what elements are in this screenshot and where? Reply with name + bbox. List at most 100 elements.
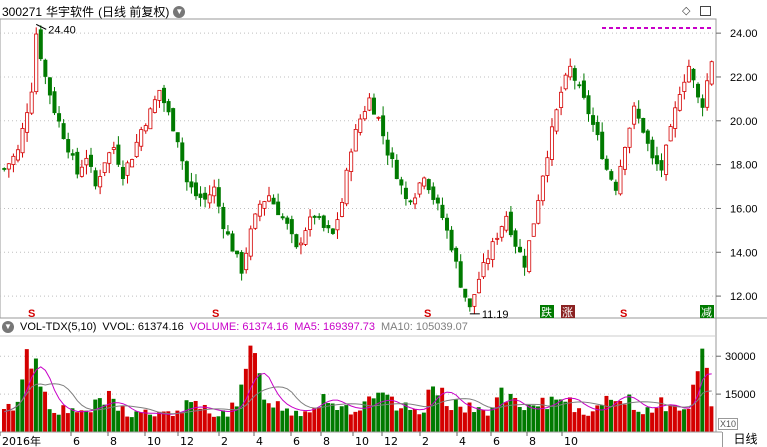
volume-bar [476,407,481,432]
volume-bar [449,410,454,432]
candle-body [203,192,208,200]
ma10-line [4,383,712,415]
candle-body [554,109,559,132]
candle-body [408,200,413,203]
candle-body [317,216,322,218]
price-tick-label: 18.00 [730,160,758,172]
volume-bar [170,415,175,432]
candle-body [403,187,408,200]
volume-y-axis: 30000 15000 [716,351,756,401]
candle-body [225,231,230,235]
volume-bar [266,403,271,432]
zoom-button[interactable]: X10 [718,418,739,430]
candle-body [207,194,212,204]
candle-body [445,217,449,231]
volume-bar [129,417,134,432]
x-tick-label: 2 [221,435,228,447]
x-tick-label: 8 [323,435,330,447]
candle-body [20,128,25,154]
candle-body [572,68,577,81]
ma5-value: 169397.73 [323,321,375,333]
volume-bar [161,411,166,432]
candle-body [125,162,130,176]
volume-bar [371,398,376,432]
jian-marker: 减 [701,306,712,319]
candlestick-series[interactable] [2,25,714,315]
volume-bar [376,392,381,432]
candle-body [330,228,335,234]
candle-body [600,131,605,160]
volume-bar [216,416,221,432]
volume-bar [20,379,25,432]
volume-bar [253,353,257,432]
price-y-axis: 24.00 22.00 20.00 18.00 16.00 14.00 12.00 [716,28,758,303]
volume-bar [148,414,153,432]
candle-body [677,94,682,111]
candle-body [627,127,632,148]
volume-bar [175,410,180,432]
volume-bar [348,414,353,432]
volume-bar [481,410,486,432]
candle-body [66,139,71,153]
candle-body [230,233,235,252]
volume-bar [695,371,700,432]
vvol-value: 61374.16 [137,321,184,333]
candle-body [559,91,564,108]
candle-body [180,142,185,162]
candle-body [563,74,568,90]
candle-body [102,162,107,173]
volume-bar [166,411,171,432]
x-tick-label: 12 [180,435,194,447]
event-markers[interactable]: S S S S 跌涨 减 [28,305,714,320]
volume-bar [663,411,668,432]
candle-body [29,91,34,114]
volume-bar [636,411,641,432]
volume-bar [677,410,682,432]
candle-body [198,193,203,198]
candle-body [522,255,527,268]
volume-bar [120,405,125,432]
volume-bar [622,404,627,432]
candle-body [426,179,431,191]
x-tick-label: 12 [384,435,398,447]
candle-body [2,168,7,170]
volume-tick-label: 30000 [725,351,756,363]
tab-daily[interactable]: 日线 [722,432,767,447]
volume-bar [284,408,289,432]
candle-body [659,160,664,171]
chevron-down-icon[interactable]: ▼ [173,5,186,18]
candle-body [340,202,345,217]
grid-icon[interactable] [700,6,711,16]
volume-bar [549,396,554,432]
candle-body [490,241,495,260]
die-marker: 跌 [541,305,552,319]
candle-body [508,211,513,236]
candle-body [595,121,600,136]
x-tick-label: 6 [73,435,80,447]
volume-bars[interactable] [2,345,714,432]
candle-body [362,111,367,120]
candle-body [6,163,11,170]
chevron-down-icon[interactable]: ▼ [2,321,14,333]
zhang-marker: 涨 [562,306,573,319]
volume-bar [211,416,216,432]
candle-body [645,130,650,144]
volume-bar [38,386,43,432]
volume-bar [116,410,121,432]
volume-bar [640,414,645,432]
candle-body [431,186,436,200]
indicator-name[interactable]: VOL-TDX(5,10) [20,321,97,333]
volume-bar [207,413,212,432]
x-tick-label: 8 [110,435,117,447]
candle-body [257,203,262,217]
volume-bar [52,412,57,432]
volume-bar [399,408,404,432]
volume-bar [631,409,636,432]
diamond-icon[interactable]: ◇ [682,5,691,17]
candle-body [298,242,303,246]
stock-code: 300271 [2,4,43,19]
candle-body [152,99,157,113]
low-label: 11.19 [482,309,509,321]
candle-body [38,29,43,60]
